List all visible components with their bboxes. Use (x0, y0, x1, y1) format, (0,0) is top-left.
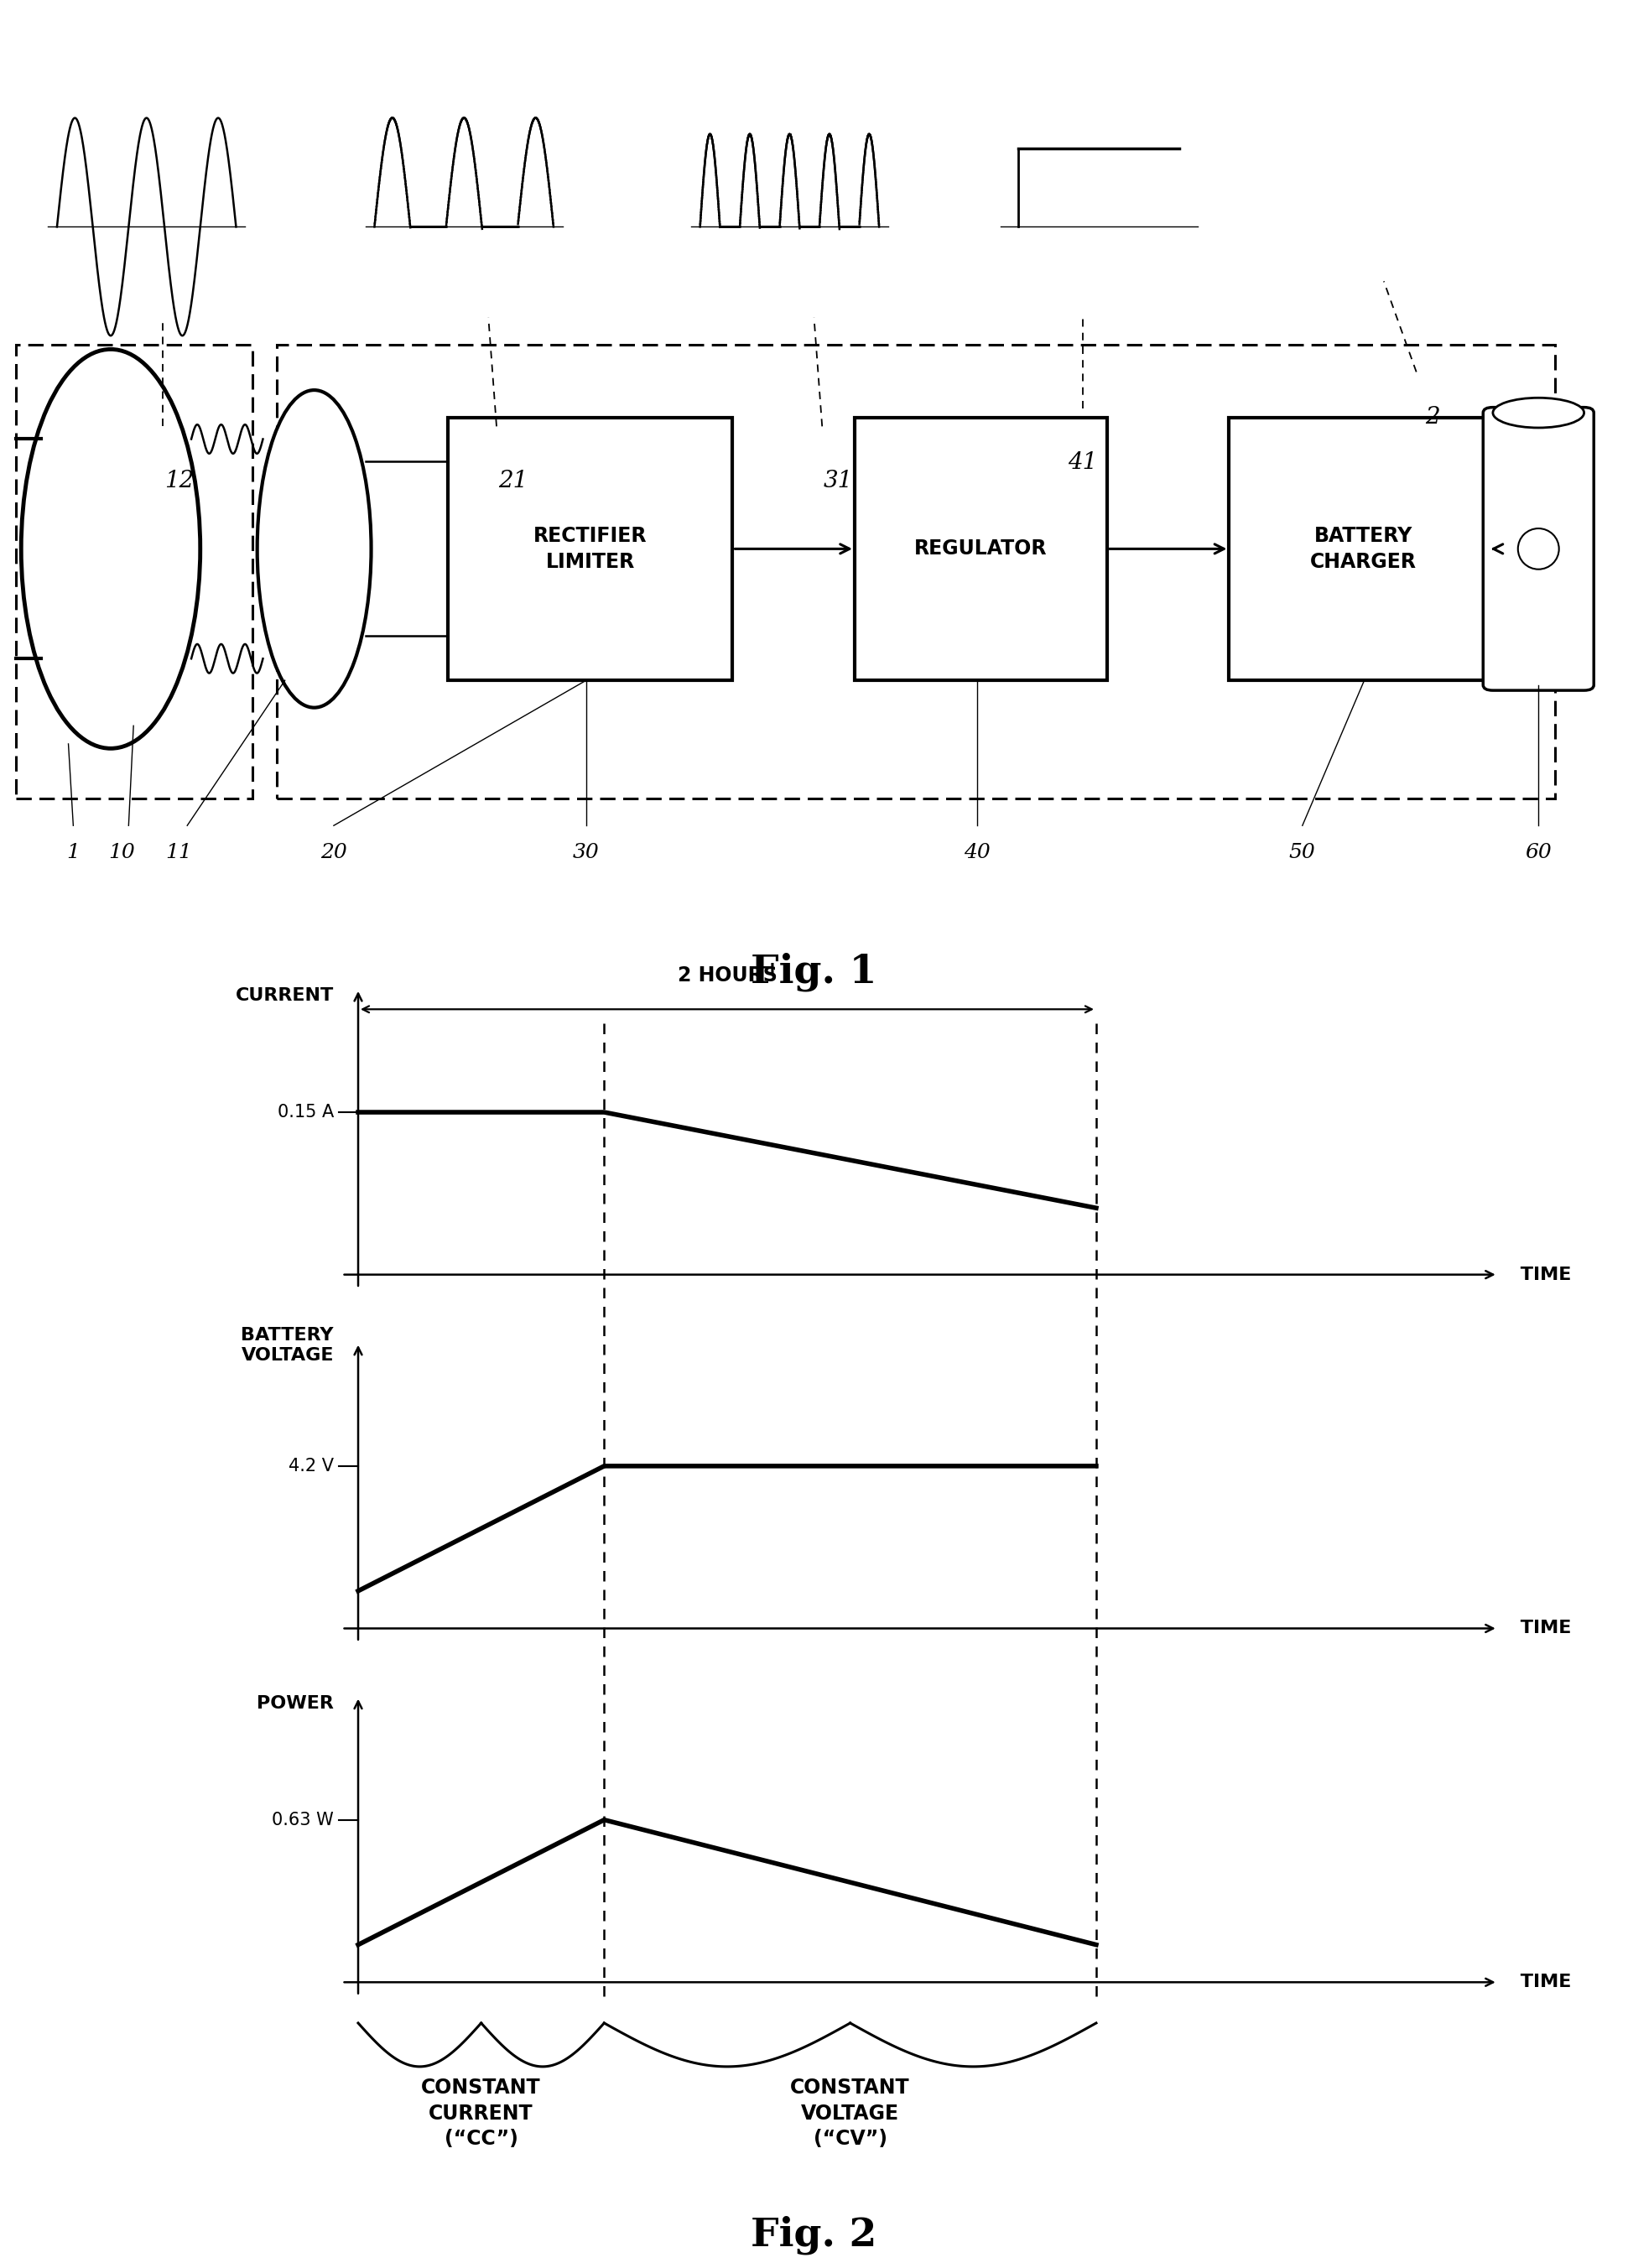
Text: TIME: TIME (1514, 1266, 1571, 1284)
Text: 2: 2 (1424, 406, 1441, 429)
Text: Fig. 2: Fig. 2 (751, 2216, 877, 2254)
Text: Fig. 1: Fig. 1 (751, 953, 877, 991)
FancyBboxPatch shape (277, 345, 1555, 798)
Text: TIME: TIME (1514, 1973, 1571, 1991)
FancyBboxPatch shape (16, 345, 252, 798)
Text: 0.63 W: 0.63 W (272, 1812, 334, 1828)
Text: 21: 21 (498, 469, 527, 492)
FancyBboxPatch shape (1483, 408, 1594, 689)
Bar (855, 417, 1107, 680)
Text: REGULATOR: REGULATOR (915, 540, 1047, 558)
Bar (1229, 417, 1498, 680)
Text: POWER: POWER (257, 1694, 334, 1712)
Text: 41: 41 (1068, 451, 1097, 474)
Ellipse shape (1493, 397, 1584, 429)
Text: 1: 1 (67, 844, 80, 862)
Text: 31: 31 (824, 469, 853, 492)
Text: BATTERY
VOLTAGE: BATTERY VOLTAGE (241, 1327, 334, 1363)
Ellipse shape (1517, 528, 1560, 569)
Text: 10: 10 (109, 844, 135, 862)
Text: CONSTANT
CURRENT
(“CC”): CONSTANT CURRENT (“CC”) (422, 2077, 540, 2150)
Text: RECTIFIER
LIMITER: RECTIFIER LIMITER (534, 526, 646, 572)
Text: 40: 40 (964, 844, 990, 862)
Text: 30: 30 (573, 844, 599, 862)
Text: BATTERY
CHARGER: BATTERY CHARGER (1311, 526, 1416, 572)
Ellipse shape (21, 349, 200, 748)
Text: 0.15 A: 0.15 A (277, 1105, 334, 1120)
Text: 60: 60 (1525, 844, 1551, 862)
Text: 12: 12 (164, 469, 194, 492)
Text: 2 HOURS: 2 HOURS (677, 966, 777, 984)
Ellipse shape (257, 390, 371, 708)
Text: TIME: TIME (1514, 1619, 1571, 1637)
Bar (448, 417, 733, 680)
Text: 20: 20 (321, 844, 347, 862)
Text: 11: 11 (166, 844, 192, 862)
Text: CURRENT: CURRENT (236, 987, 334, 1005)
Text: CONSTANT
VOLTAGE
(“CV”): CONSTANT VOLTAGE (“CV”) (790, 2077, 910, 2150)
Text: 50: 50 (1289, 844, 1315, 862)
Text: 4.2 V: 4.2 V (288, 1458, 334, 1474)
